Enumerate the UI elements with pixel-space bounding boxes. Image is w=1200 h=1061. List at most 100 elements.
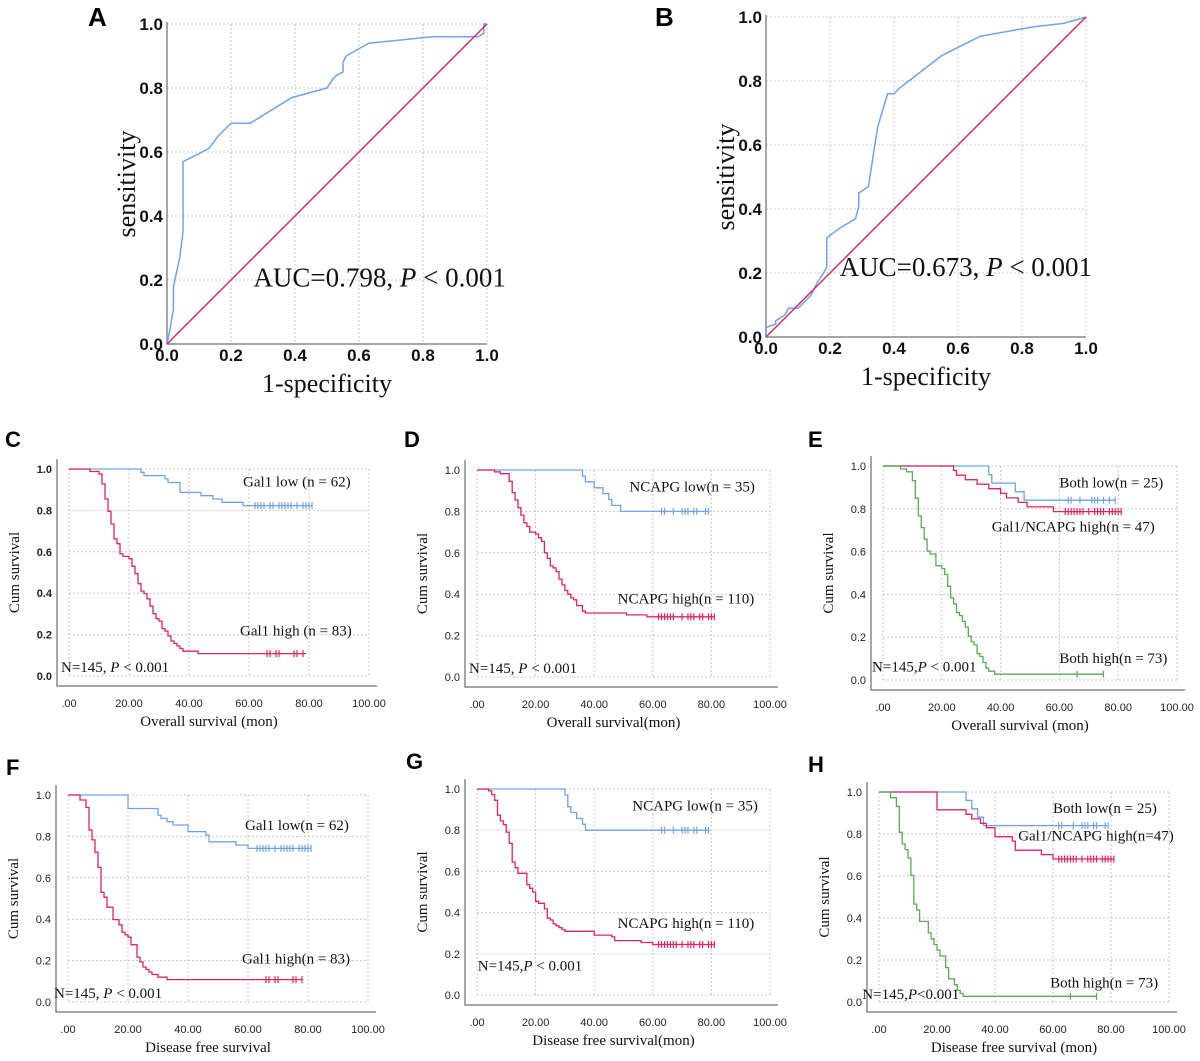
stats-prefix: N=145, — [61, 660, 110, 676]
x-tick-label: 20.00 — [522, 699, 550, 711]
x-tick-label: 1.0 — [1074, 339, 1098, 358]
y-tick-label: 0.8 — [445, 506, 460, 518]
y-axis-title: sensitivity — [112, 131, 141, 238]
x-tick-label: 80.00 — [698, 699, 726, 711]
series-label: Both low(n = 25) — [1059, 475, 1163, 491]
panel-d-km: D .00 20.00 40.00 60.00 80.00 100.00 0.0 0.2 0.4 0… — [400, 425, 800, 735]
x-tick-label: 80.00 — [294, 1024, 322, 1036]
stats-suffix: < 0.001 — [119, 660, 169, 676]
x-tick-label: 0.4 — [283, 346, 307, 365]
stats-p-symbol: P — [517, 661, 527, 677]
y-tick-label: 0.4 — [445, 908, 460, 920]
x-tick-label: 80.00 — [295, 698, 323, 710]
x-tick-label: 80.00 — [1104, 702, 1132, 714]
y-axis-title: Cum survival — [7, 532, 23, 613]
x-axis-title: Disease free survival(mon) — [532, 1033, 694, 1049]
y-tick-label: 0.8 — [738, 72, 762, 91]
y-axis-title: Cum survival — [415, 851, 431, 932]
y-tick-label: 0.4 — [847, 913, 862, 925]
survival-curve — [69, 468, 306, 655]
panel-label: D — [404, 427, 420, 452]
y-tick-label: 0.2 — [847, 955, 862, 967]
x-tick-label: 100.00 — [753, 699, 787, 711]
survival-curve — [879, 791, 1114, 860]
x-tick-label: 100.00 — [352, 698, 386, 710]
survival-curve — [68, 794, 302, 981]
x-tick-label: 60.00 — [639, 699, 667, 711]
y-tick-label: 0.6 — [738, 136, 762, 155]
y-tick-label: 0.0 — [445, 672, 460, 684]
y-tick-label: 0.8 — [36, 831, 51, 843]
stats-annotation: AUC=0.673, P < 0.001 — [840, 252, 1092, 282]
survival-curve — [883, 465, 1104, 675]
stats-annotation: AUC=0.798, P < 0.001 — [253, 262, 505, 292]
y-tick-label: 0.4 — [445, 589, 460, 601]
axis-lines — [56, 459, 377, 687]
x-tick-label: 100.00 — [1152, 1024, 1186, 1036]
y-tick-label: 0.8 — [847, 829, 862, 841]
stats-suffix: < 0.001 — [1003, 252, 1092, 282]
stats-prefix: N=145, — [54, 986, 103, 1002]
axis-lines — [866, 782, 1177, 1013]
y-tick-label: 0.2 — [738, 264, 762, 283]
stats-annotation: N=145,P < 0.001 — [872, 659, 976, 675]
y-tick-label: 0.6 — [445, 866, 460, 878]
series-label: Both high(n = 73) — [1059, 651, 1167, 667]
stats-suffix: < 0.001 — [927, 659, 977, 675]
stats-prefix: AUC=0.673, — [840, 252, 986, 282]
grid-lines — [882, 465, 1178, 681]
chart-f: F .00 20.00 40.00 60.00 80.00 100.00 0.0 0.2 0.4 0… — [6, 755, 385, 1056]
stats-annotation: N=145,P < 0.001 — [478, 958, 582, 974]
x-axis-title: Overall survival (mon) — [140, 714, 277, 730]
x-tick-label: 1.0 — [475, 346, 499, 365]
series-label: Gal1/NCAPG high(n=47) — [1018, 828, 1174, 844]
y-axis-title: Cum survival — [6, 858, 22, 939]
roc-curve — [166, 23, 487, 345]
y-tick-label: 1.0 — [738, 8, 762, 27]
y-tick-label: 0.6 — [36, 873, 51, 885]
stats-prefix: N=145, — [862, 987, 908, 1003]
panel-a-roc: A 0.0 0.2 0.4 0.6 0.8 1.0 0.0 0.2 0.4 0.6 0.8 1.0 1-s… — [0, 0, 560, 400]
x-tick-label: 60.00 — [1039, 1024, 1067, 1036]
x-tick-label: 0.8 — [411, 346, 435, 365]
series-label: Gal1 high (n = 83) — [240, 624, 352, 640]
survival-curve — [883, 465, 1122, 513]
panel-g-km: G .00 20.00 40.00 60.00 80.00 100.00 0.0 0.2 0.4 0… — [400, 745, 800, 1061]
panel-h-km: H .00 20.00 40.00 60.00 80.00 100.00 0.0 0.2 0.4 0… — [800, 745, 1200, 1061]
y-tick-label: 1.0 — [445, 784, 460, 796]
y-axis-title: Cum survival — [817, 856, 833, 937]
y-tick-label: 0.0 — [847, 997, 862, 1009]
stats-p-symbol: P — [102, 986, 112, 1002]
y-tick-label: 0.0 — [851, 675, 866, 687]
axis-lines — [55, 785, 376, 1013]
y-tick-label: 0.8 — [851, 504, 866, 516]
x-axis-title: Overall survival(mon) — [547, 715, 681, 731]
grid-lines — [68, 468, 370, 677]
x-tick-label: 60.00 — [1046, 702, 1074, 714]
y-axis-title: Cum survival — [415, 533, 431, 614]
x-tick-label: 20.00 — [115, 698, 143, 710]
stats-prefix: N=145, — [872, 659, 918, 675]
stats-p-symbol: P — [917, 659, 927, 675]
x-tick-label: 40.00 — [981, 1024, 1009, 1036]
x-axis-title: 1-specificity — [861, 362, 991, 391]
x-tick-label: 20.00 — [923, 1024, 951, 1036]
x-tick-label: 20.00 — [114, 1024, 142, 1036]
chart-a: A 0.0 0.2 0.4 0.6 0.8 1.0 0.0 0.2 0.4 0.6 0.8 1.0 1-s… — [88, 2, 506, 398]
panel-label: B — [655, 2, 674, 32]
panel-f-km: F .00 20.00 40.00 60.00 80.00 100.00 0.0 0.2 0.4 0… — [0, 745, 400, 1061]
stats-p-symbol: P — [109, 660, 119, 676]
y-tick-label: 0.2 — [36, 956, 51, 968]
stats-suffix: < 0.001 — [527, 661, 577, 677]
y-tick-label: 0.4 — [37, 588, 53, 600]
panel-b-roc: B 0.0 0.2 0.4 0.6 0.8 1.0 0.0 0.2 0.4 0.6 0.8 1.0 1-s… — [640, 0, 1200, 400]
y-axis-title: sensitivity — [711, 124, 740, 231]
y-tick-label: 1.0 — [36, 790, 51, 802]
y-tick-label: 0.4 — [738, 200, 762, 219]
y-tick-label: 1.0 — [445, 465, 460, 477]
x-tick-label: 0.2 — [818, 339, 842, 358]
series-label: Both high(n = 73) — [1050, 975, 1158, 991]
x-tick-label: 0.2 — [219, 346, 243, 365]
x-tick-label: 100.00 — [753, 1017, 787, 1029]
x-tick-label: 40.00 — [174, 1024, 202, 1036]
